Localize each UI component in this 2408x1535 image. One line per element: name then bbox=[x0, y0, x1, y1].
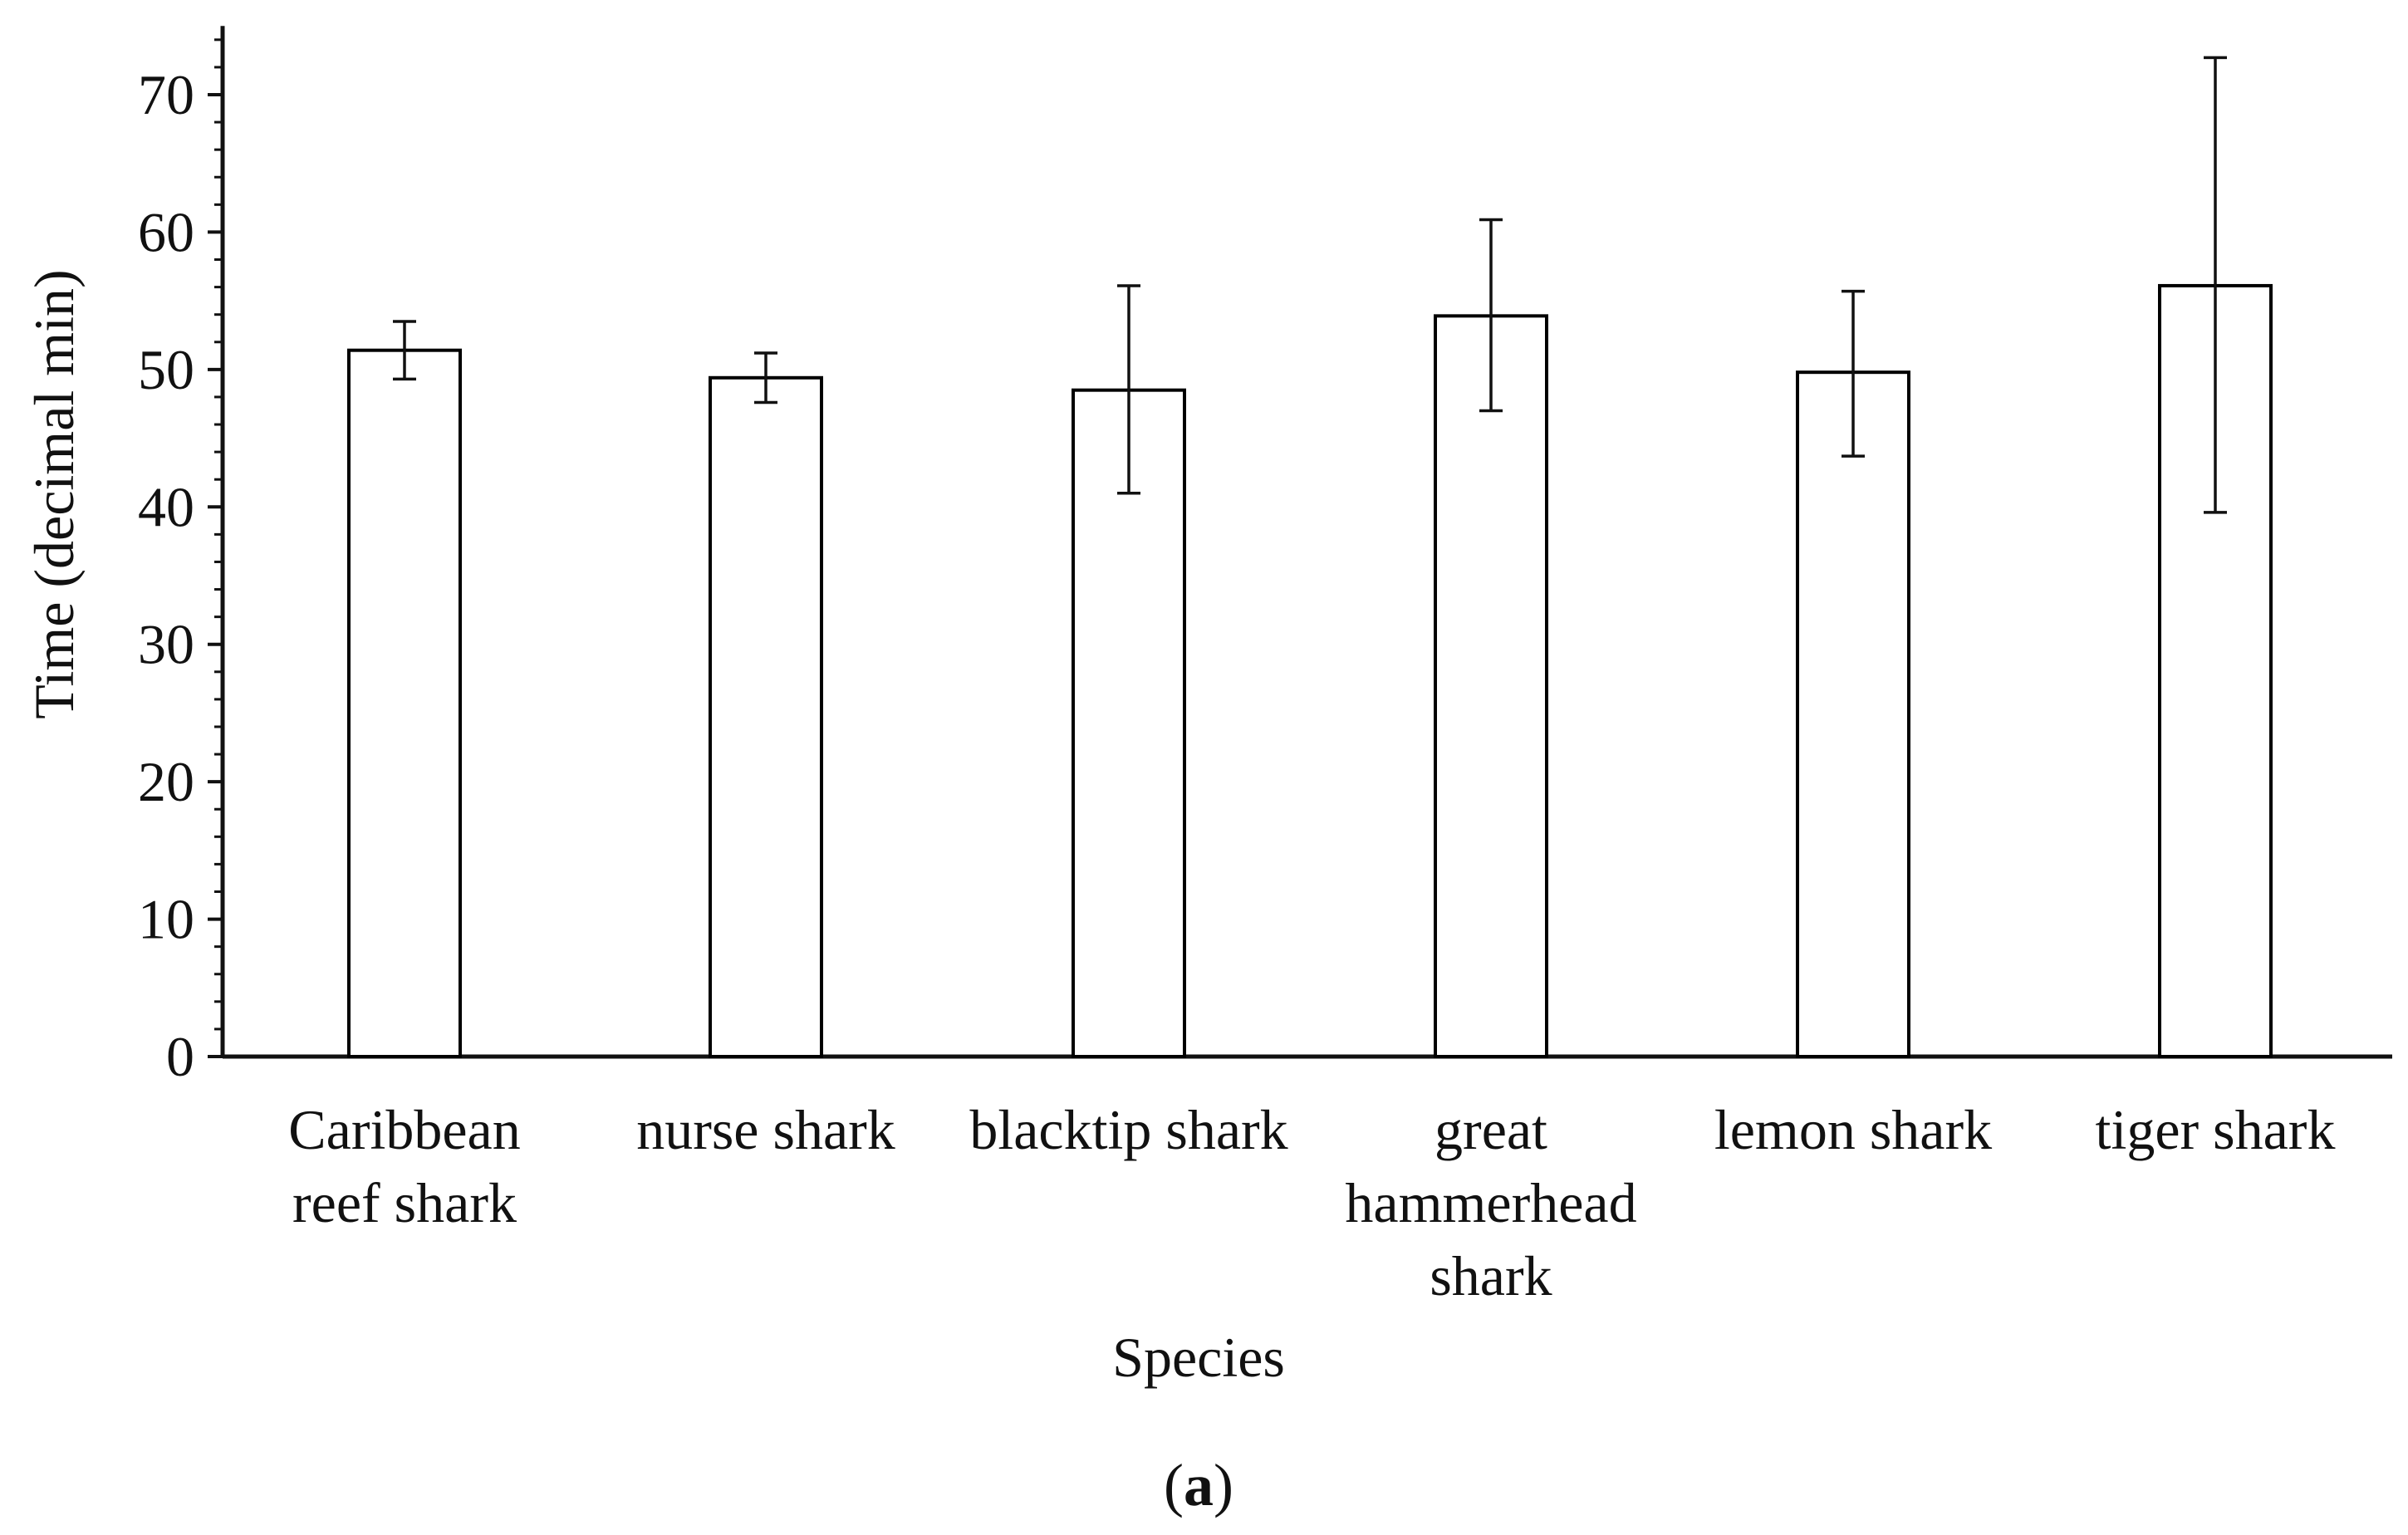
category-label-line: nurse shark bbox=[636, 1098, 895, 1161]
error-bars bbox=[393, 56, 2227, 514]
bars bbox=[347, 283, 2273, 1059]
category-label-line: blacktip shark bbox=[969, 1098, 1287, 1161]
category-label: nurse shark bbox=[636, 1098, 895, 1161]
category-label: blacktip shark bbox=[969, 1098, 1287, 1161]
category-label: Caribbean reef shark bbox=[288, 1098, 520, 1234]
category-labels: Caribbean reef shark nurse shark blacktip s… bbox=[288, 1098, 2335, 1307]
y-tick-label: 50 bbox=[138, 338, 194, 401]
bar bbox=[709, 375, 823, 1059]
y-axis-title: Time (decimal min) bbox=[22, 269, 86, 718]
bar bbox=[1796, 370, 1910, 1058]
y-tick-label: 30 bbox=[138, 613, 194, 676]
category-label-line: tiger shark bbox=[2096, 1098, 2336, 1161]
y-tick-label: 10 bbox=[138, 888, 194, 951]
figure-caption: (a) bbox=[1164, 1452, 1233, 1518]
y-tick-label: 70 bbox=[138, 63, 194, 126]
category-label-line: hammerhead bbox=[1345, 1171, 1636, 1234]
category-label-line: reef shark bbox=[292, 1171, 517, 1234]
category-label-line: shark bbox=[1430, 1244, 1552, 1307]
bar bbox=[1434, 314, 1548, 1058]
category-label: great hammerhead shark bbox=[1345, 1098, 1636, 1307]
y-tick-label: 60 bbox=[138, 200, 194, 263]
category-label: lemon shark bbox=[1714, 1098, 1992, 1161]
y-tick-label: 20 bbox=[138, 750, 194, 813]
category-label-line: lemon shark bbox=[1714, 1098, 1992, 1161]
bar bbox=[347, 348, 462, 1058]
category-label-line: great bbox=[1435, 1098, 1547, 1161]
caption-close: ) bbox=[1214, 1452, 1233, 1518]
y-tick-label: 40 bbox=[138, 475, 194, 538]
y-tick-label: 0 bbox=[166, 1025, 194, 1088]
x-axis-title: Species bbox=[1112, 1326, 1285, 1389]
bar bbox=[1072, 388, 1186, 1058]
category-label: tiger shark bbox=[2096, 1098, 2336, 1161]
category-label-line: Caribbean bbox=[288, 1098, 520, 1161]
caption-letter: a bbox=[1184, 1452, 1214, 1518]
caption-open: ( bbox=[1164, 1452, 1184, 1518]
y-axis: 0 10 20 30 40 50 60 70 bbox=[138, 26, 225, 1088]
